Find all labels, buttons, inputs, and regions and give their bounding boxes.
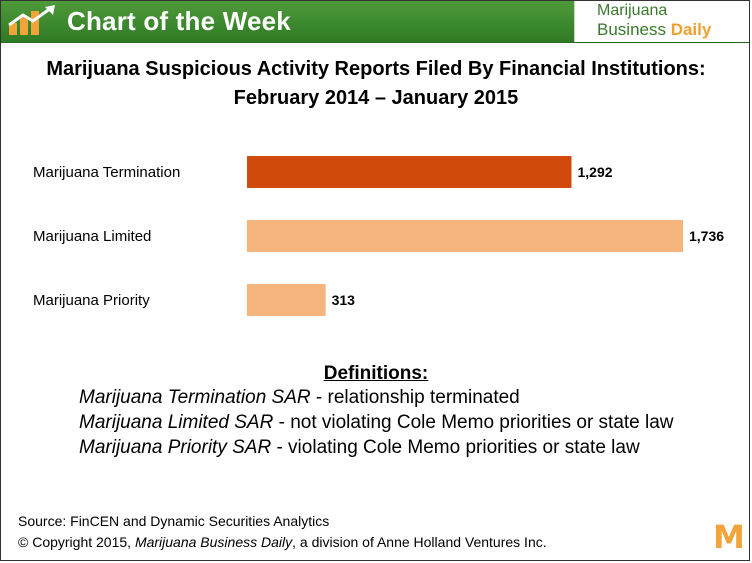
- data-label: 313: [332, 292, 356, 308]
- category-label: Marijuana Priority: [33, 292, 150, 309]
- chart-subtitle: February 2014 – January 2015: [233, 87, 519, 109]
- source-note: Source: FinCEN and Dynamic Securities An…: [18, 513, 330, 529]
- definition-limited: Marijuana Limited SAR - not violating Co…: [79, 412, 674, 434]
- chart-title: Marijuana Suspicious Activity Reports Fi…: [46, 58, 706, 80]
- chart-title-block: Marijuana Suspicious Activity Reports Fi…: [1, 55, 749, 113]
- definition-desc: - violating Cole Memo priorities or stat…: [271, 437, 640, 458]
- brand-business: Business: [597, 20, 671, 39]
- bar-chart: Marijuana Termination 1,292 Marijuana Limi…: [33, 156, 724, 316]
- definition-desc: - relationship terminated: [310, 387, 520, 408]
- copyright-prefix: © Copyright 2015,: [18, 534, 135, 550]
- copyright-suffix: , a division of Anne Holland Ventures In…: [292, 534, 547, 550]
- category-label: Marijuana Termination: [33, 164, 180, 181]
- definition-term: Marijuana Limited SAR: [79, 412, 274, 433]
- definition-priority: Marijuana Priority SAR - violating Cole …: [79, 437, 640, 459]
- definition-term: Marijuana Priority SAR: [79, 437, 272, 458]
- brand-line-2: Business Daily: [597, 20, 711, 40]
- bar: [247, 220, 683, 252]
- publisher-mark: M: [713, 518, 745, 556]
- category-label: Marijuana Limited: [33, 228, 151, 245]
- bar: [247, 284, 326, 316]
- brand-logo: Marijuana Business Daily: [574, 1, 749, 42]
- definition-termination: Marijuana Termination SAR - relationship…: [79, 387, 520, 409]
- definition-term: Marijuana Termination SAR: [79, 387, 311, 408]
- copyright-note: © Copyright 2015, Marijuana Business Dai…: [18, 534, 547, 550]
- banner-title: Chart of the Week: [67, 6, 291, 36]
- growth-chart-icon: [8, 5, 55, 35]
- brand-daily: Daily: [670, 20, 712, 39]
- brand-line-1: Marijuana: [597, 2, 668, 19]
- bar: [247, 156, 572, 188]
- data-label: 1,736: [689, 228, 724, 244]
- definitions-heading: Definitions:: [323, 363, 429, 384]
- definition-desc: - not violating Cole Memo priorities or …: [273, 412, 674, 433]
- copyright-publication: Marijuana Business Daily: [134, 534, 293, 550]
- data-label: 1,292: [577, 164, 612, 180]
- header-banner: Chart of the Week Marijuana Business Dai…: [1, 1, 749, 43]
